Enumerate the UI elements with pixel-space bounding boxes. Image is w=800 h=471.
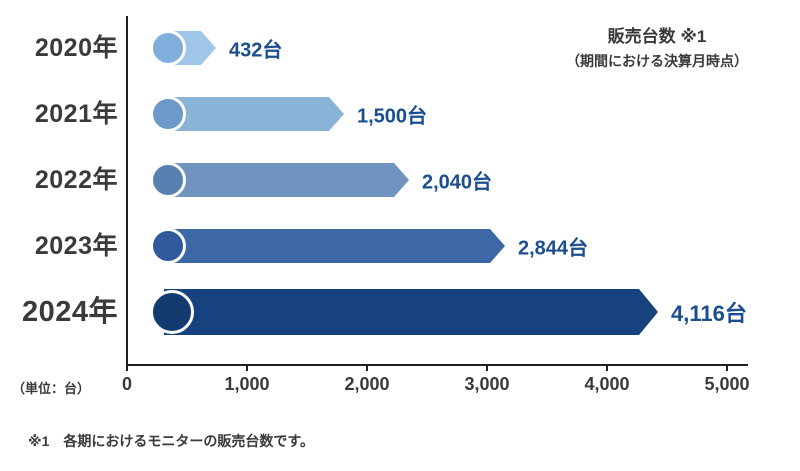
year-label: 2021年 <box>34 100 118 128</box>
chart-subtitle: （期間における決算月時点） <box>566 53 748 69</box>
value-label: 4,116台 <box>671 301 747 326</box>
bar-row: 2022年 2,040台 <box>0 160 800 200</box>
unit-label: （単位：台） <box>12 381 91 396</box>
x-tick-label: 4,000 <box>584 374 630 394</box>
bar-arrow <box>164 97 344 131</box>
x-axis-line <box>126 364 748 366</box>
x-tick-label: 5,000 <box>704 374 750 394</box>
value-label: 2,844台 <box>518 237 589 260</box>
bar-arrow <box>164 163 409 197</box>
year-label: 2020年 <box>34 34 118 62</box>
bar-arrow <box>164 229 505 263</box>
x-tick-label: 0 <box>121 374 133 394</box>
bar-circle <box>150 290 194 334</box>
bar-row: 2023年 2,844台 <box>0 226 800 266</box>
x-tick-label: 3,000 <box>464 374 510 394</box>
x-tick-mark <box>606 366 608 371</box>
x-tick-label: 2,000 <box>344 374 390 394</box>
bar-circle <box>150 30 186 66</box>
bar-row: 2024年 4,116台 <box>0 288 800 336</box>
x-tick-label: 1,000 <box>224 374 270 394</box>
x-tick-mark <box>726 366 728 371</box>
bar-arrow <box>164 289 658 335</box>
x-tick-mark <box>246 366 248 371</box>
year-label: 2023年 <box>34 232 118 260</box>
value-label: 1,500台 <box>357 105 428 128</box>
chart-title: 販売台数 ※1 <box>607 27 707 46</box>
bar-circle <box>150 162 186 198</box>
x-tick-mark <box>126 366 128 371</box>
x-tick-mark <box>486 366 488 371</box>
x-tick-mark <box>366 366 368 371</box>
value-label: 432台 <box>229 39 283 62</box>
y-axis-line <box>126 16 128 366</box>
year-label: 2022年 <box>34 166 118 194</box>
footnote: ※1 各期におけるモニターの販売台数です。 <box>28 433 314 449</box>
chart-title-block: 販売台数 ※1 （期間における決算月時点） <box>566 22 748 71</box>
bar-circle <box>150 96 186 132</box>
value-label: 2,040台 <box>422 171 493 194</box>
bar-row: 2020年 432台 <box>0 28 800 68</box>
year-label: 2024年 <box>21 296 118 328</box>
bar-row: 2021年 1,500台 <box>0 94 800 134</box>
bar-circle <box>150 228 186 264</box>
